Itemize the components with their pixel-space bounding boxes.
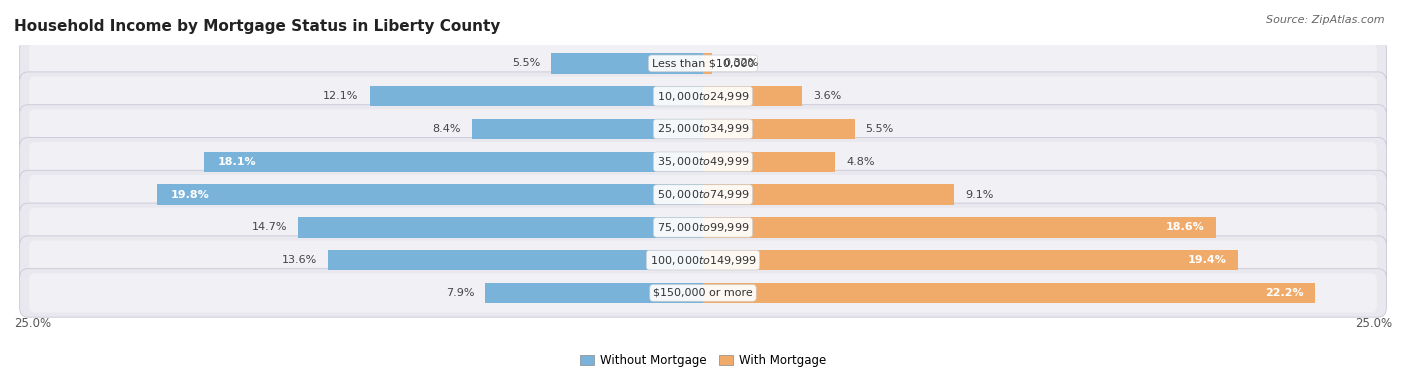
FancyBboxPatch shape [30, 208, 1376, 247]
Text: 22.2%: 22.2% [1265, 288, 1303, 298]
FancyBboxPatch shape [20, 170, 1386, 219]
Text: 8.4%: 8.4% [432, 124, 461, 134]
Text: $25,000 to $34,999: $25,000 to $34,999 [657, 122, 749, 135]
Text: 0.32%: 0.32% [723, 58, 758, 68]
Bar [551, 53, 703, 74]
Bar [298, 217, 703, 237]
Bar [485, 283, 703, 303]
FancyBboxPatch shape [30, 240, 1376, 280]
Bar [370, 86, 703, 106]
Bar [204, 152, 703, 172]
Text: 25.0%: 25.0% [1355, 316, 1392, 330]
FancyBboxPatch shape [30, 76, 1376, 116]
Text: Less than $10,000: Less than $10,000 [652, 58, 754, 68]
Text: 14.7%: 14.7% [252, 222, 287, 232]
Text: 19.4%: 19.4% [1188, 255, 1226, 265]
Text: 7.9%: 7.9% [446, 288, 474, 298]
Bar [703, 184, 953, 205]
FancyBboxPatch shape [30, 142, 1376, 181]
FancyBboxPatch shape [20, 203, 1386, 252]
FancyBboxPatch shape [30, 273, 1376, 313]
Text: 5.5%: 5.5% [512, 58, 540, 68]
Bar [471, 119, 703, 139]
Text: 9.1%: 9.1% [965, 189, 993, 200]
FancyBboxPatch shape [20, 236, 1386, 284]
Text: 13.6%: 13.6% [283, 255, 318, 265]
Bar [703, 53, 711, 74]
Bar [703, 119, 855, 139]
FancyBboxPatch shape [30, 175, 1376, 214]
FancyBboxPatch shape [30, 44, 1376, 83]
Text: $10,000 to $24,999: $10,000 to $24,999 [657, 90, 749, 103]
Text: 5.5%: 5.5% [866, 124, 894, 134]
Text: $35,000 to $49,999: $35,000 to $49,999 [657, 155, 749, 168]
Text: 18.6%: 18.6% [1166, 222, 1205, 232]
Bar [703, 217, 1216, 237]
Text: $150,000 or more: $150,000 or more [654, 288, 752, 298]
Text: Source: ZipAtlas.com: Source: ZipAtlas.com [1267, 15, 1385, 25]
Text: 12.1%: 12.1% [323, 91, 359, 101]
FancyBboxPatch shape [20, 105, 1386, 153]
FancyBboxPatch shape [20, 269, 1386, 317]
Bar [157, 184, 703, 205]
FancyBboxPatch shape [20, 138, 1386, 186]
FancyBboxPatch shape [20, 72, 1386, 121]
Text: 3.6%: 3.6% [813, 91, 841, 101]
Text: 19.8%: 19.8% [172, 189, 209, 200]
Text: Household Income by Mortgage Status in Liberty County: Household Income by Mortgage Status in L… [14, 20, 501, 34]
Text: 18.1%: 18.1% [218, 157, 257, 167]
Bar [328, 250, 703, 270]
Legend: Without Mortgage, With Mortgage: Without Mortgage, With Mortgage [575, 349, 831, 372]
Text: $100,000 to $149,999: $100,000 to $149,999 [650, 254, 756, 266]
FancyBboxPatch shape [30, 109, 1376, 149]
Bar [703, 86, 803, 106]
Text: $75,000 to $99,999: $75,000 to $99,999 [657, 221, 749, 234]
Bar [703, 152, 835, 172]
Text: $50,000 to $74,999: $50,000 to $74,999 [657, 188, 749, 201]
Bar [703, 250, 1237, 270]
FancyBboxPatch shape [20, 39, 1386, 88]
Text: 4.8%: 4.8% [846, 157, 875, 167]
Bar [703, 283, 1315, 303]
Text: 25.0%: 25.0% [14, 316, 51, 330]
